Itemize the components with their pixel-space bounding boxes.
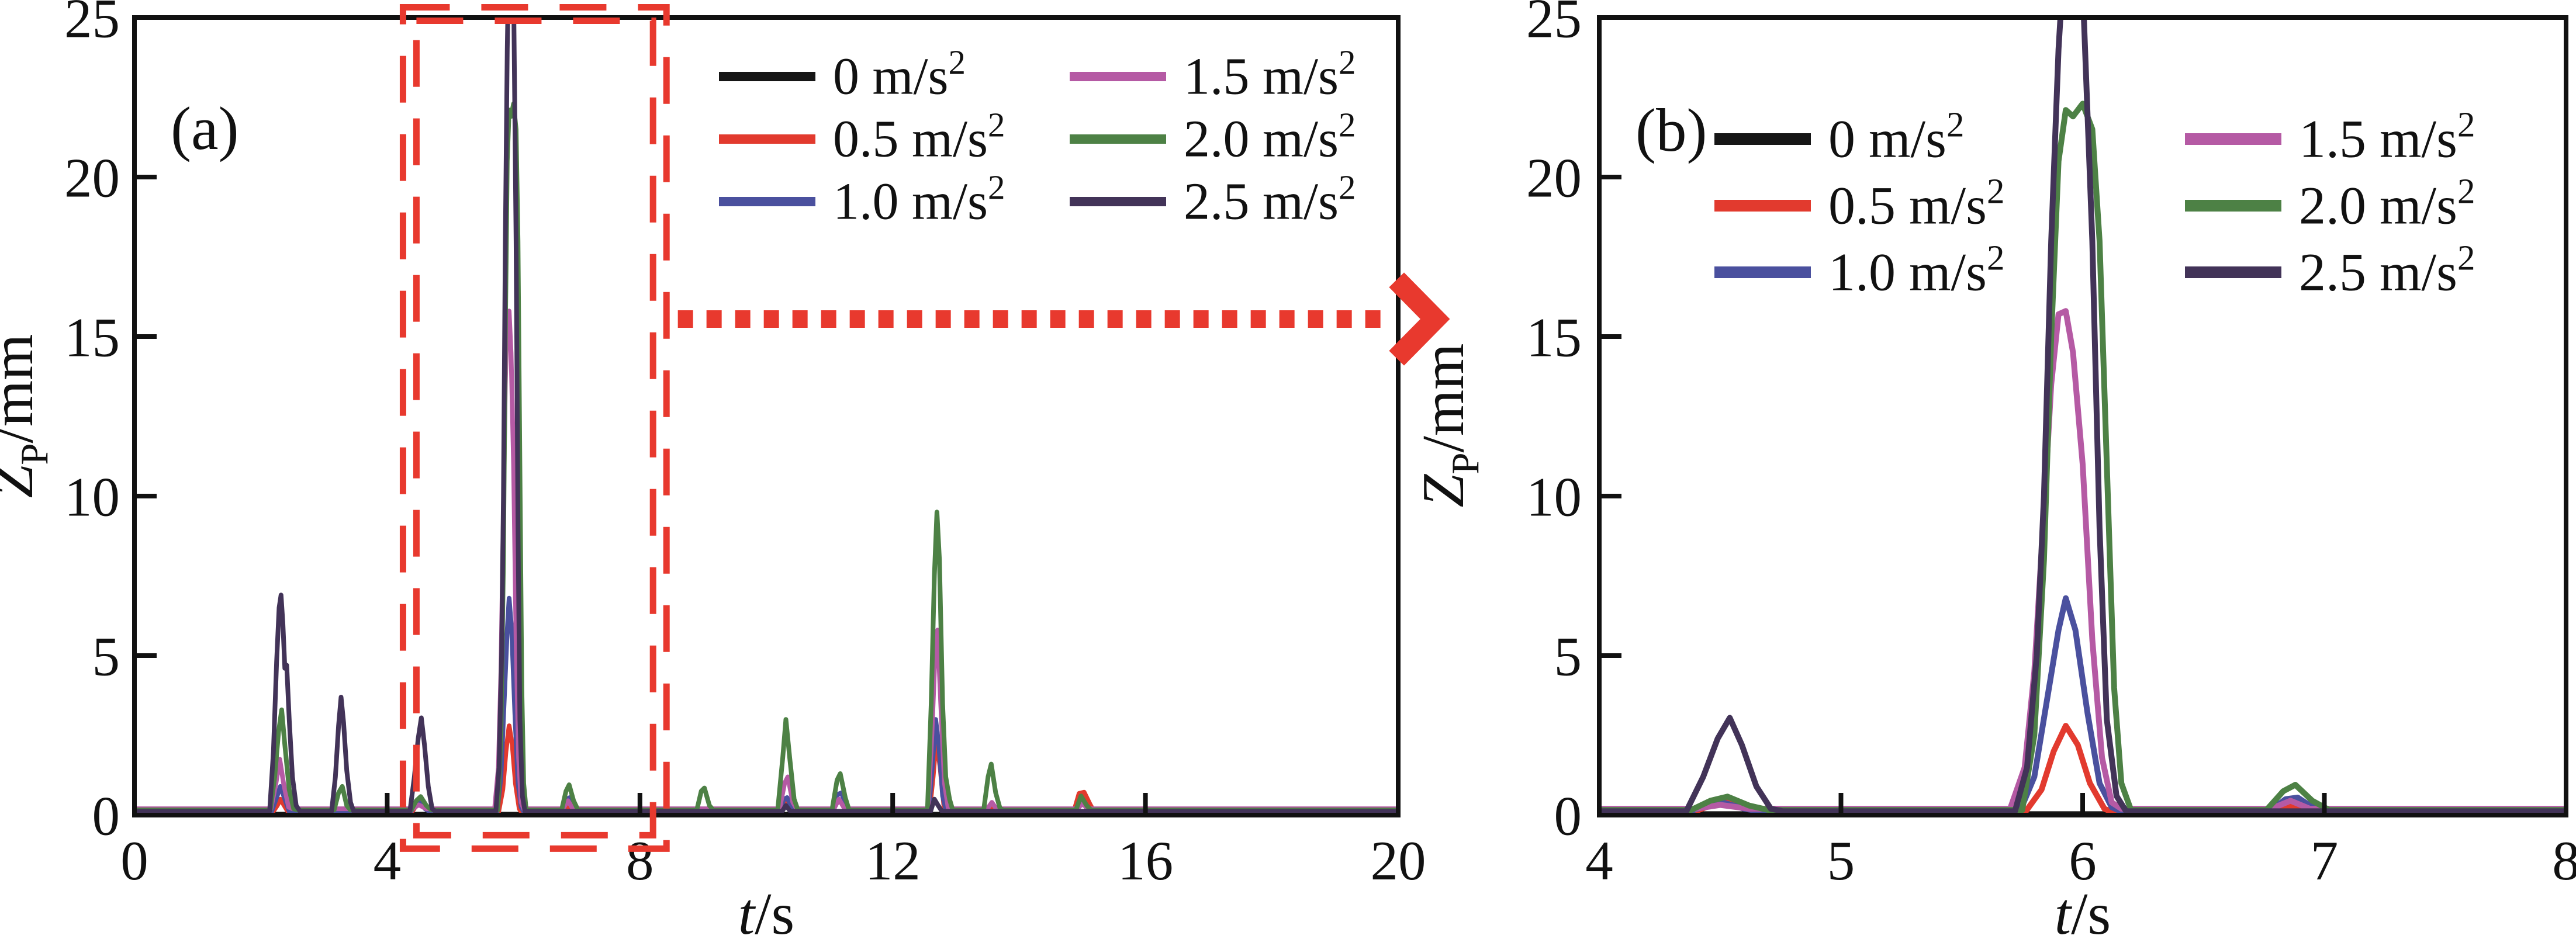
series-group-a: [134, 18, 1398, 815]
series-line-2.5-m-s2: [134, 18, 1398, 814]
legend-label: 2.5 m/s2: [2299, 238, 2475, 302]
y-tick-label: 5: [1554, 625, 1582, 687]
series-line-2.5-m-s2: [1599, 18, 2566, 815]
series-line-1.0-m-s2: [134, 595, 1398, 814]
x-tick-label: 8: [626, 830, 654, 892]
legend-label: 0.5 m/s2: [1828, 172, 2004, 235]
y-tick-label: 20: [64, 147, 120, 209]
series-line-2.0-m-s2: [134, 101, 1398, 813]
legend-label: 2.0 m/s2: [2299, 172, 2475, 235]
x-tick-label: 4: [1585, 830, 1613, 892]
legend-label: 1.5 m/s2: [2299, 105, 2475, 168]
x-tick-label: 16: [1118, 830, 1173, 892]
legend-label: 2.0 m/s2: [1184, 106, 1356, 168]
legend-label: 2.5 m/s2: [1184, 168, 1356, 231]
y-tick-label: 0: [1554, 785, 1582, 847]
y-tick-label: 20: [1526, 147, 1582, 209]
zoom-region-box-outer: [399, 4, 670, 852]
y-tick-label: 0: [92, 785, 120, 847]
x-tick-label: 5: [1827, 830, 1855, 892]
legend-label: 1.0 m/s2: [833, 168, 1005, 231]
y-tick-label: 5: [92, 625, 120, 687]
legend-label: 1.5 m/s2: [1184, 43, 1356, 106]
y-tick-label: 10: [64, 466, 120, 528]
x-tick-label: 4: [374, 830, 402, 892]
legend-label: 0 m/s2: [1828, 105, 1964, 168]
zoom-region-box-inner: [413, 18, 656, 838]
x-tick-label: 8: [2552, 830, 2576, 892]
y-tick-label: 15: [64, 306, 120, 368]
legend-label: 0 m/s2: [833, 43, 966, 106]
x-tick-label: 6: [2069, 830, 2097, 892]
panel-label-a: (a): [171, 94, 239, 162]
y-tick-label: 25: [64, 0, 120, 49]
y-axis-label: ZP/mm: [1410, 343, 1487, 507]
y-tick-label: 25: [1526, 0, 1582, 49]
y-axis-label: ZP/mm: [0, 334, 56, 498]
x-tick-label: 20: [1371, 830, 1426, 892]
x-axis-label: t/s: [2055, 881, 2111, 939]
series-line-2.0-m-s2: [1599, 101, 2566, 813]
panel-a: 0 4 8 12 16 20 0 5 10 15 20 25 t/s ZP/mm (a) 0 m/s20.5 …: [0, 0, 1450, 939]
series-line-0.5-m-s2: [134, 723, 1398, 815]
zoom-arrow-head-icon: [1389, 272, 1450, 366]
x-axis-label: t/s: [738, 881, 794, 939]
x-tick-label: 12: [865, 830, 921, 892]
series-line-1.5-m-s2: [134, 309, 1398, 812]
panel-b: 4 5 6 7 8 0 5 10 15 20 25 t/s ZP/mm (b) 0 m/s20.5 m/s2…: [1410, 0, 2576, 939]
y-tick-label: 10: [1526, 466, 1582, 528]
axes-box: [132, 15, 1401, 817]
legend-label: 0.5 m/s2: [833, 106, 1005, 168]
legend-label: 1.0 m/s2: [1828, 238, 2004, 302]
panel-label-b: (b): [1635, 96, 1707, 164]
x-tick-label: 7: [2311, 830, 2339, 892]
series-line-1.0-m-s2: [1599, 595, 2566, 815]
series-line-1.5-m-s2: [1599, 308, 2566, 812]
x-tick-label: 0: [120, 830, 148, 892]
y-tick-label: 15: [1526, 306, 1582, 368]
